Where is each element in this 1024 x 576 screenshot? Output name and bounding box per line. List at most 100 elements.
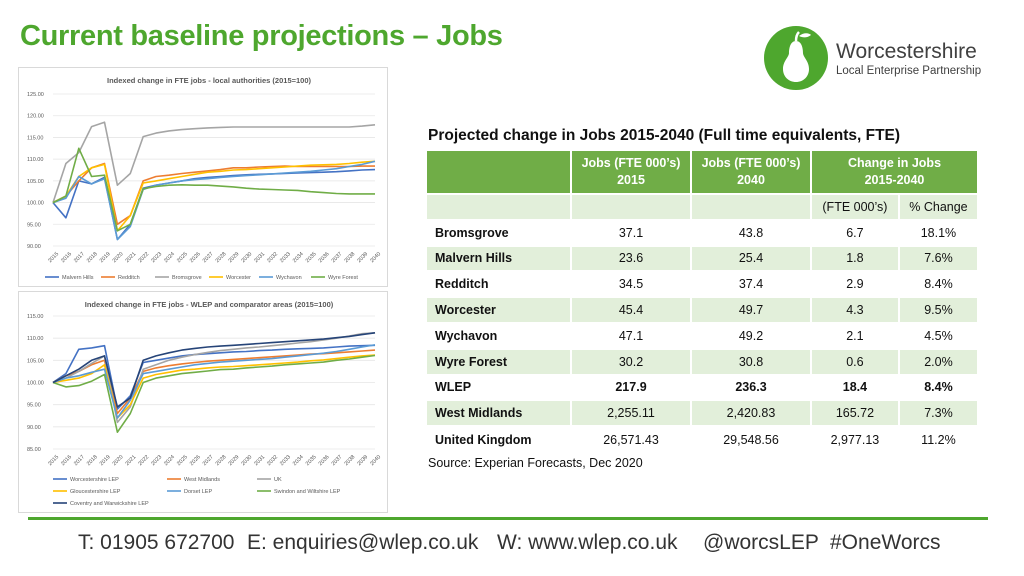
- page-title: Current baseline projections – Jobs: [20, 20, 503, 52]
- chart-title: Indexed change in FTE jobs - WLEP and co…: [85, 300, 334, 309]
- footer-twitter[interactable]: @worcsLEP: [703, 531, 819, 554]
- legend-label: Worcestershire LEP: [70, 477, 119, 483]
- cell-change: 4.3: [811, 296, 900, 323]
- legend-label: West Midlands: [184, 477, 220, 483]
- x-tick-label: 2038: [343, 454, 356, 467]
- series-line-dorset-lep: [52, 344, 376, 419]
- x-tick-label: 2022: [137, 454, 150, 467]
- cell-change: 165.72: [811, 399, 900, 427]
- x-tick-label: 2018: [86, 251, 99, 264]
- x-tick-label: 2035: [305, 251, 318, 264]
- header-jobs-2015: Jobs (FTE 000’s) 2015: [571, 151, 692, 194]
- x-tick-label: 2017: [73, 454, 86, 467]
- x-tick-label: 2025: [176, 251, 189, 264]
- cell-change: 18.4: [811, 373, 900, 401]
- footer-divider: [28, 517, 988, 520]
- x-tick-label: 2021: [125, 454, 138, 467]
- x-tick-label: 2016: [60, 454, 73, 467]
- x-tick-label: 2026: [189, 454, 202, 467]
- chart-comparator-areas-svg: Indexed change in FTE jobs - WLEP and co…: [27, 300, 382, 507]
- cell-jobs-2040: 29,548.56: [691, 425, 812, 452]
- x-tick-label: 2020: [112, 454, 125, 467]
- footer-hashtag[interactable]: #OneWorcs: [830, 531, 941, 554]
- cell-jobs-2040: 236.3: [691, 373, 812, 401]
- legend-label: Worcester: [226, 275, 251, 281]
- footer-email[interactable]: E: enquiries@wlep.co.uk: [247, 531, 479, 554]
- cell-jobs-2040: 43.8: [691, 218, 812, 246]
- legend-label: Swindon and Wiltshire LEP: [274, 489, 341, 495]
- cell-change: 6.7: [811, 218, 900, 246]
- table-row: Malvern Hills 23.6 25.4 1.8 7.6%: [427, 244, 980, 272]
- x-tick-label: 2019: [99, 454, 112, 467]
- legend-label: Wychavon: [276, 275, 302, 281]
- x-tick-label: 2027: [202, 251, 215, 264]
- legend-label: Malvern Hills: [62, 275, 94, 281]
- cell-jobs-2040: 2,420.83: [691, 399, 812, 427]
- x-tick-label: 2031: [253, 251, 266, 264]
- legend-label: Bromsgrove: [172, 275, 202, 281]
- table-row: United Kingdom 26,571.43 29,548.56 2,977.13…: [427, 425, 980, 452]
- row-name: Worcester: [427, 296, 572, 323]
- table-row: Wyre Forest 30.2 30.8 0.6 2.0%: [427, 347, 980, 375]
- row-name: United Kingdom: [427, 425, 572, 452]
- x-tick-label: 2024: [163, 454, 176, 467]
- subheader-fte: (FTE 000’s): [811, 193, 900, 220]
- y-tick-label: 120.00: [27, 114, 44, 120]
- cell-jobs-2015: 47.1: [571, 321, 692, 349]
- cell-pct: 7.6%: [898, 244, 980, 272]
- row-name: Wychavon: [427, 321, 572, 349]
- y-tick-label: 105.00: [27, 358, 44, 364]
- y-tick-label: 90.00: [27, 244, 41, 250]
- subheader-blank: [571, 193, 692, 220]
- series-line-bromsgrove: [52, 121, 376, 203]
- cell-change: 2.1: [811, 321, 900, 349]
- x-tick-label: 2023: [150, 454, 163, 467]
- chart-title: Indexed change in FTE jobs - local autho…: [107, 76, 312, 85]
- x-tick-label: 2029: [228, 454, 241, 467]
- jobs-table: Jobs (FTE 000’s) 2015 Jobs (FTE 000’s) 2…: [427, 151, 980, 452]
- x-tick-label: 2033: [279, 454, 292, 467]
- footer-web[interactable]: W: www.wlep.co.uk: [497, 531, 678, 554]
- x-tick-label: 2038: [343, 251, 356, 264]
- series-line-wychavon: [52, 160, 376, 241]
- table-row: Worcester 45.4 49.7 4.3 9.5%: [427, 296, 980, 323]
- x-tick-label: 2028: [215, 454, 228, 467]
- x-tick-label: 2037: [331, 251, 344, 264]
- row-name: Wyre Forest: [427, 347, 572, 375]
- x-tick-label: 2035: [305, 454, 318, 467]
- cell-jobs-2040: 25.4: [691, 244, 812, 272]
- y-tick-label: 110.00: [27, 157, 43, 163]
- footer-phone: T: 01905 672700: [78, 531, 235, 554]
- y-tick-label: 90.00: [27, 425, 41, 431]
- table-row: WLEP 217.9 236.3 18.4 8.4%: [427, 373, 980, 401]
- cell-jobs-2040: 30.8: [691, 347, 812, 375]
- series-line-swindon-and-wiltshire-lep: [52, 354, 376, 433]
- x-tick-label: 2040: [369, 251, 382, 264]
- table-row: Bromsgrove 37.1 43.8 6.7 18.1%: [427, 218, 980, 246]
- x-tick-label: 2030: [240, 454, 253, 467]
- subheader-blank: [427, 193, 572, 220]
- cell-pct: 4.5%: [898, 321, 980, 349]
- x-tick-label: 2032: [266, 454, 279, 467]
- series-line-wyre-forest: [52, 147, 375, 232]
- chart-comparator-areas: Indexed change in FTE jobs - WLEP and co…: [18, 291, 388, 513]
- series-line-coventry-and-warwickshire-lep: [52, 332, 376, 408]
- pear-logo-icon: [764, 26, 828, 90]
- cell-pct: 18.1%: [898, 218, 980, 246]
- cell-jobs-2040: 49.7: [691, 296, 812, 323]
- cell-jobs-2040: 49.2: [691, 321, 812, 349]
- cell-jobs-2015: 45.4: [571, 296, 692, 323]
- x-tick-label: 2024: [163, 251, 176, 264]
- x-tick-label: 2026: [189, 251, 202, 264]
- y-tick-label: 115.00: [27, 135, 43, 141]
- y-tick-label: 85.00: [27, 447, 41, 453]
- x-tick-label: 2020: [112, 251, 125, 264]
- y-tick-label: 100.00: [27, 201, 44, 207]
- table-header-row: Jobs (FTE 000’s) 2015 Jobs (FTE 000’s) 2…: [427, 151, 979, 194]
- cell-pct: 2.0%: [898, 347, 980, 375]
- x-tick-label: 2015: [47, 251, 60, 264]
- y-tick-label: 95.00: [27, 222, 41, 228]
- x-tick-label: 2025: [176, 454, 189, 467]
- cell-change: 1.8: [811, 244, 900, 272]
- cell-pct: 8.4%: [898, 373, 980, 401]
